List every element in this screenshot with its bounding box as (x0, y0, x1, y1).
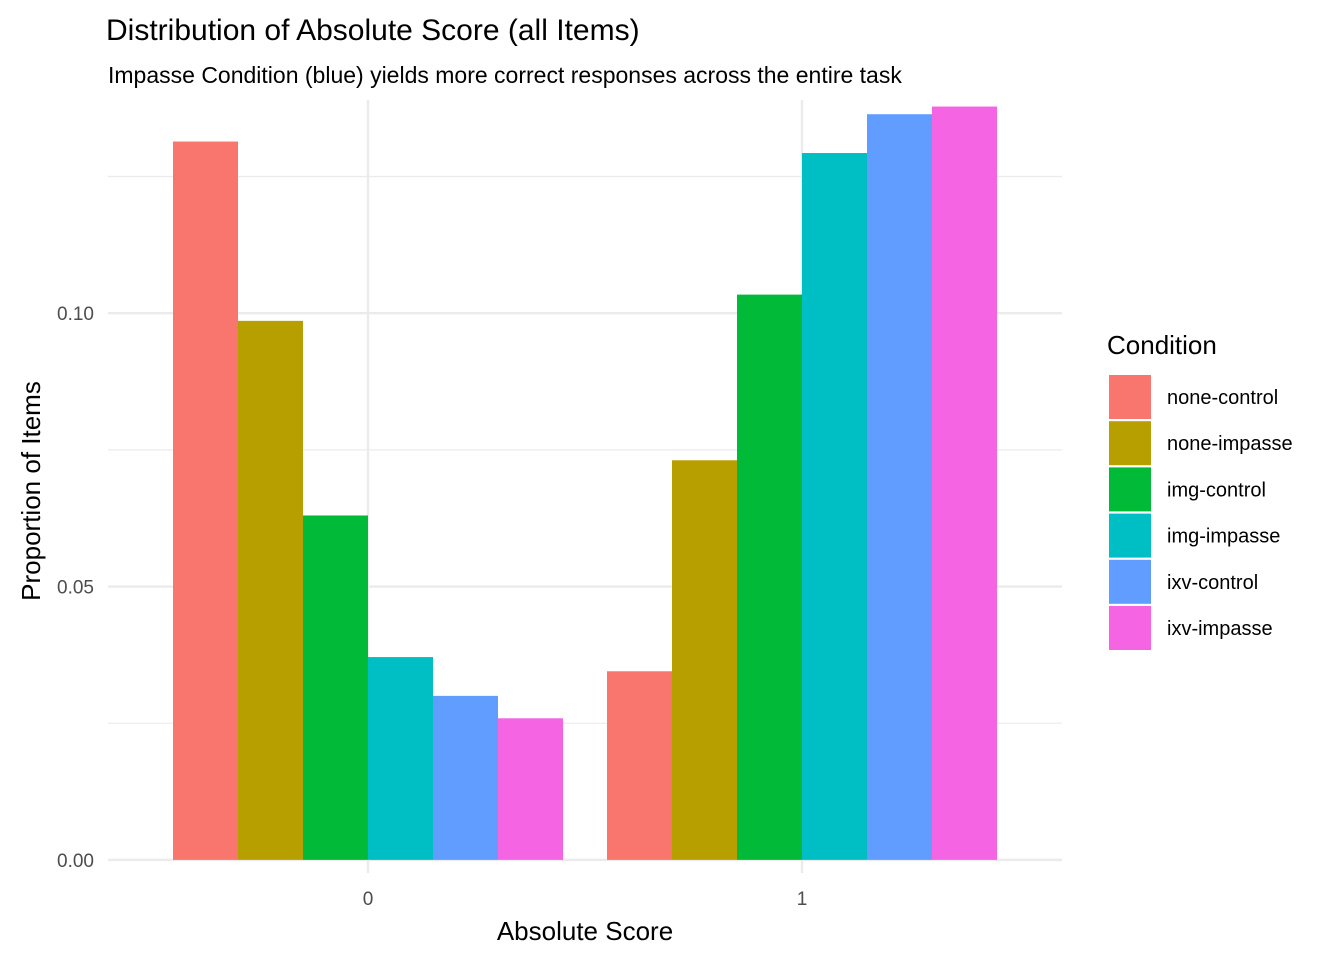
legend-item: none-impasse (1109, 421, 1293, 466)
legend-key (1109, 421, 1151, 466)
bar-none-control-1 (607, 671, 672, 860)
y-tick-label: 0.10 (57, 304, 94, 325)
y-axis-title: Proportion of Items (16, 381, 46, 601)
bar-img-control-1 (737, 294, 802, 860)
legend-item: none-control (1109, 375, 1278, 419)
legend-label: ixv-impasse (1167, 618, 1273, 640)
legend-label: img-impasse (1167, 526, 1280, 548)
bar-img-impasse-0 (368, 657, 433, 860)
x-tick-label: 1 (797, 889, 808, 910)
bar-ixv-control-1 (867, 114, 932, 860)
legend-items: none-control none-impasse img-control img-i… (1109, 375, 1293, 650)
legend-label: ixv-control (1167, 572, 1258, 594)
bars (173, 106, 997, 860)
bar-none-impasse-0 (238, 320, 303, 860)
y-tick-label: 0.05 (57, 578, 94, 599)
legend-key (1109, 559, 1151, 604)
bar-img-control-0 (303, 515, 368, 860)
x-axis-title: Absolute Score (497, 916, 673, 946)
chart-title: Distribution of Absolute Score (all Item… (106, 14, 640, 47)
bar-ixv-impasse-1 (932, 106, 997, 860)
legend-item: ixv-control (1109, 559, 1258, 604)
legend-item: img-control (1109, 467, 1266, 512)
bar-none-impasse-1 (672, 460, 737, 860)
legend: Condition none-control none-impasse img-co… (1107, 330, 1293, 650)
bar-ixv-impasse-0 (498, 718, 563, 860)
legend-label: none-control (1167, 387, 1278, 409)
legend-key (1109, 513, 1151, 558)
tick-labels: 0.00 0.05 0.10 0 1 (57, 304, 807, 910)
legend-label: img-control (1167, 479, 1266, 501)
x-tick-label: 0 (363, 889, 374, 910)
legend-label: none-impasse (1167, 433, 1293, 455)
chart-subtitle: Impasse Condition (blue) yields more cor… (108, 62, 902, 88)
legend-key (1109, 375, 1151, 419)
bar-img-impasse-1 (802, 153, 867, 860)
legend-title: Condition (1107, 330, 1217, 360)
bar-none-control-0 (173, 141, 238, 860)
bar-ixv-control-0 (433, 695, 498, 860)
y-tick-label: 0.00 (57, 851, 94, 872)
legend-key (1109, 467, 1151, 512)
legend-key (1109, 606, 1151, 650)
legend-item: ixv-impasse (1109, 606, 1273, 650)
legend-item: img-impasse (1109, 513, 1280, 558)
